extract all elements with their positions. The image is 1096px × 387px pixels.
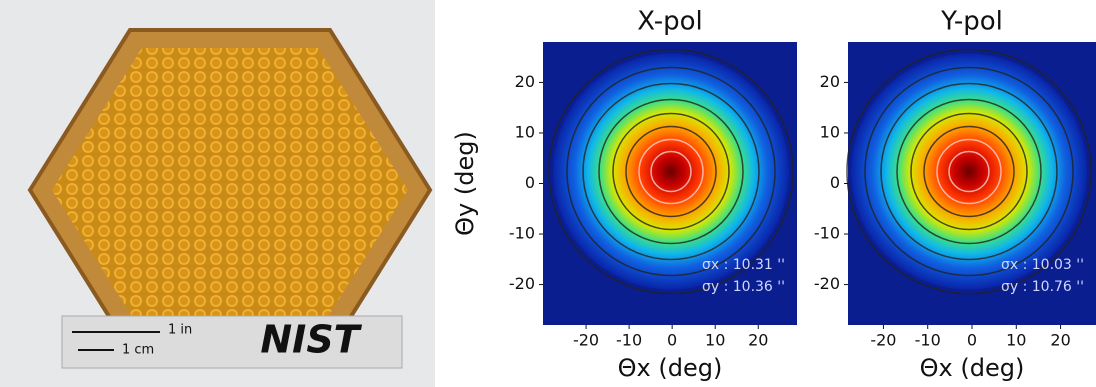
contour — [880, 82, 1058, 261]
y-tick-label: 10 — [515, 122, 535, 141]
contour — [650, 150, 692, 193]
scale-plate — [61, 315, 403, 369]
contour — [625, 125, 717, 218]
beam — [553, 53, 789, 290]
x-tick-label: 10 — [1006, 331, 1026, 350]
y-tick-label: 20 — [515, 72, 535, 91]
contour — [566, 66, 776, 277]
y-tick-label: -10 — [509, 224, 535, 243]
beam — [851, 53, 1087, 290]
contour — [896, 98, 1042, 245]
y-tick-label: 10 — [820, 122, 840, 141]
title: X-pol — [637, 7, 703, 37]
title: Y-pol — [940, 7, 1003, 37]
sigma-annotation: σx : 10.03 '' — [1001, 257, 1084, 273]
x-axis-label: Θx (deg) — [920, 354, 1025, 382]
x-tick-label: -10 — [915, 331, 941, 350]
contour — [936, 138, 1002, 205]
contour — [582, 82, 760, 261]
x-axis-label: Θx (deg) — [618, 354, 723, 382]
contour — [548, 48, 794, 295]
logo: NIST — [260, 318, 362, 362]
contour — [923, 125, 1015, 218]
contour — [948, 150, 990, 193]
photo: 1 in 1 cm NIST — [0, 0, 435, 387]
x-tick-label: 20 — [1050, 331, 1070, 350]
y-tick-label: 0 — [525, 173, 535, 192]
contour — [638, 138, 704, 205]
sigma-annotation: σy : 10.36 '' — [702, 279, 785, 295]
y-tick-label: 0 — [830, 173, 840, 192]
horn-array — [52, 48, 408, 332]
x-tick-label: 20 — [748, 331, 768, 350]
y-tick-label: -20 — [814, 274, 840, 293]
y-tick-label: -10 — [814, 224, 840, 243]
x-tick-label: -20 — [870, 331, 896, 350]
contour — [864, 66, 1074, 277]
x-tick-label: -20 — [573, 331, 599, 350]
y-axis-label: Θy (deg) — [451, 131, 479, 236]
x-tick-label: 10 — [705, 331, 725, 350]
x-tick-label: 0 — [967, 331, 977, 350]
y-tick-label: 20 — [820, 72, 840, 91]
contour — [598, 98, 744, 245]
sigma-annotation: σy : 10.76 '' — [1001, 279, 1084, 295]
contour — [612, 112, 730, 231]
x-tick-label: -10 — [616, 331, 642, 350]
sigma-annotation: σx : 10.31 '' — [702, 257, 785, 273]
scale-label: 1 cm — [122, 343, 154, 358]
x-tick-label: 0 — [667, 331, 677, 350]
contour — [910, 112, 1028, 231]
contour — [846, 48, 1092, 295]
scale-label: 1 in — [168, 323, 192, 338]
y-tick-label: -20 — [509, 274, 535, 293]
